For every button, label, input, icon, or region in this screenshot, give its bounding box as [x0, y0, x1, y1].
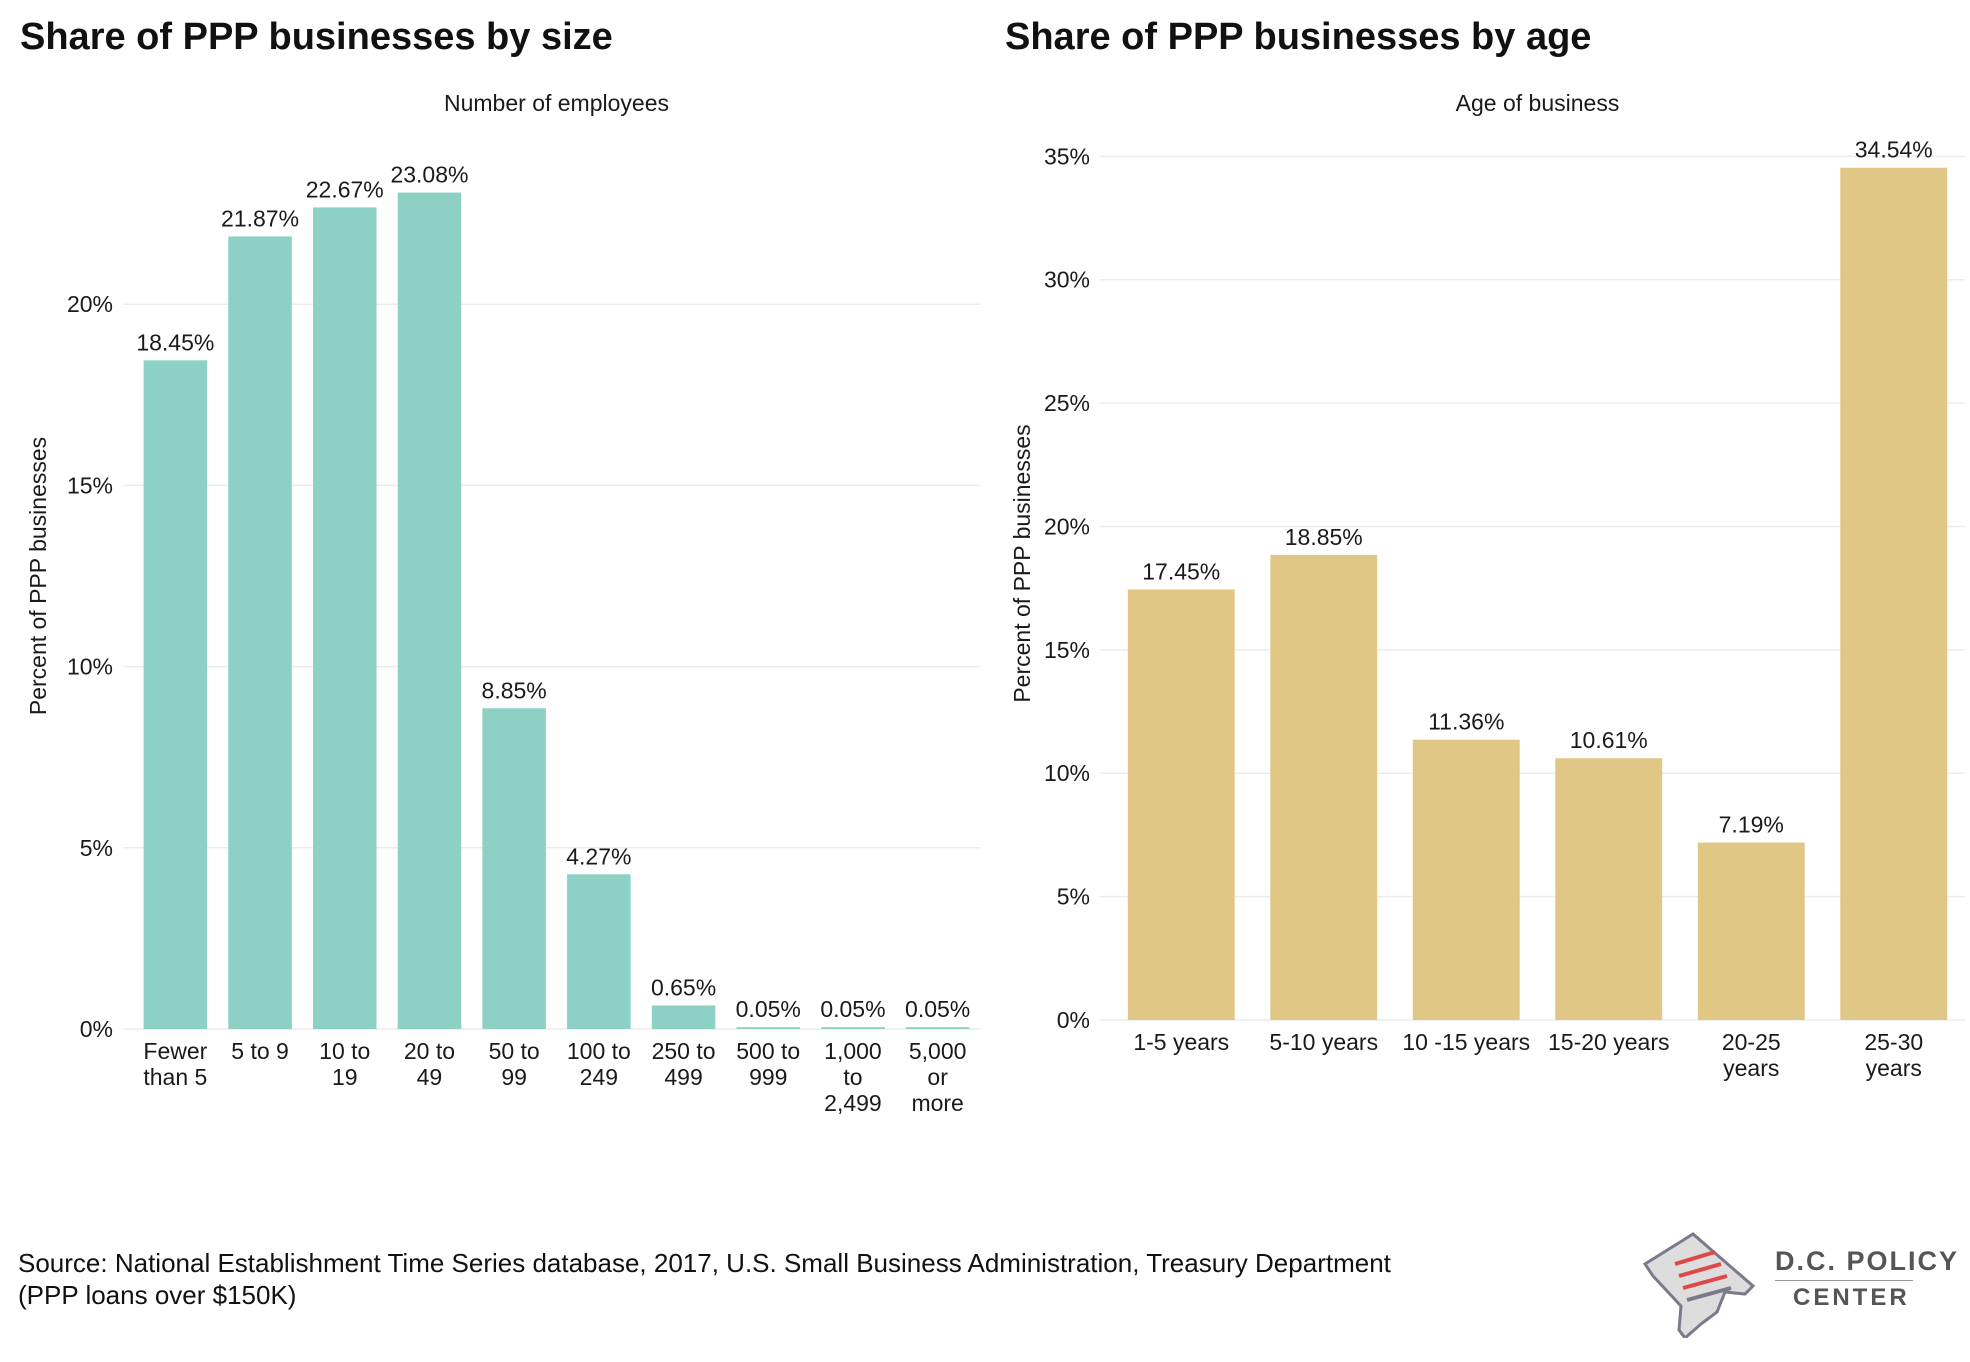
age-category-label: 1-5 years: [1133, 1029, 1229, 1055]
logo-rule: [1775, 1280, 1913, 1281]
size-value-label: 0.05%: [820, 996, 885, 1022]
size-category-label: 10 to: [319, 1038, 370, 1064]
age-category-label: 15-20 years: [1548, 1029, 1669, 1055]
size-category-label: 99: [501, 1064, 527, 1090]
size-category-label: 2,499: [824, 1090, 882, 1116]
chart-title-age: Share of PPP businesses by age: [1005, 16, 1592, 58]
size-category-label: 999: [749, 1064, 787, 1090]
size-category-label: than 5: [143, 1064, 207, 1090]
age-bar: [1270, 554, 1378, 1020]
age-value-label: 7.19%: [1719, 812, 1784, 838]
size-ytick-label: 20%: [67, 291, 113, 317]
size-ylabel: Percent of PPP businesses: [25, 437, 51, 715]
size-value-label: 18.45%: [136, 329, 214, 355]
age-category-label: 10 -15 years: [1402, 1029, 1530, 1055]
age-category-label: 20-25: [1722, 1029, 1781, 1055]
size-value-label: 0.65%: [651, 974, 716, 1000]
size-value-label: 21.87%: [221, 205, 299, 231]
size-bar: [736, 1027, 801, 1029]
size-category-label: Fewer: [143, 1038, 207, 1064]
logo-text-dc-policy: D.C. POLICY: [1775, 1246, 1960, 1276]
size-ytick-label: 0%: [80, 1016, 113, 1042]
size-value-label: 4.27%: [566, 843, 631, 869]
size-value-label: 8.85%: [482, 677, 547, 703]
size-bar: [821, 1027, 885, 1029]
age-ytick-label: 5%: [1057, 884, 1090, 910]
size-category-label: 20 to: [404, 1038, 455, 1064]
age-category-label: years: [1723, 1055, 1779, 1081]
age-ytick-label: 10%: [1044, 760, 1090, 786]
age-value-label: 17.45%: [1142, 558, 1220, 584]
size-bar: [312, 207, 377, 1029]
size-bar-chart: 0% 5% 10% 15% 20% Number of employees Percent …: [25, 90, 980, 1116]
age-ylabel: Percent of PPP businesses: [1009, 424, 1035, 702]
chart-title-size: Share of PPP businesses by size: [20, 16, 613, 58]
age-ytick-label: 35%: [1044, 143, 1090, 169]
size-bar: [397, 192, 462, 1029]
size-category-label: 19: [332, 1064, 358, 1090]
age-ytick-label: 25%: [1044, 390, 1090, 416]
size-bar: [482, 708, 546, 1029]
size-ytick-label: 5%: [80, 835, 113, 861]
source-line-2: (PPP loans over $150K): [18, 1280, 297, 1310]
age-bar: [1840, 167, 1948, 1021]
size-ytick-label: 10%: [67, 654, 113, 680]
size-category-label: 5 to 9: [231, 1038, 289, 1064]
age-category-label: 25-30: [1864, 1029, 1923, 1055]
age-ytick-label: 30%: [1044, 267, 1090, 293]
age-subtitle: Age of business: [1456, 90, 1620, 116]
age-bar: [1555, 758, 1663, 1020]
size-category-label: 5,000: [909, 1038, 967, 1064]
source-note: Source: National Establishment Time Seri…: [18, 1247, 1391, 1311]
size-category-label: 50 to: [489, 1038, 540, 1064]
size-category-label: 249: [580, 1064, 618, 1090]
size-value-label: 0.05%: [905, 996, 970, 1022]
size-category-label: more: [911, 1090, 963, 1116]
age-category-label: 5-10 years: [1269, 1029, 1378, 1055]
age-value-label: 10.61%: [1570, 727, 1648, 753]
age-value-label: 18.85%: [1285, 524, 1363, 550]
size-category-label: 499: [664, 1064, 702, 1090]
age-value-label: 34.54%: [1855, 137, 1933, 163]
size-category-label: 250 to: [652, 1038, 716, 1064]
size-bar: [905, 1027, 970, 1029]
dc-map-icon: [1642, 1232, 1756, 1341]
size-category-label: or: [927, 1064, 948, 1090]
size-category-label: 500 to: [736, 1038, 800, 1064]
age-ytick-label: 0%: [1057, 1007, 1090, 1033]
size-bar: [567, 874, 631, 1029]
age-bar: [1412, 739, 1520, 1020]
age-bar: [1127, 589, 1235, 1020]
size-bar: [651, 1005, 716, 1029]
size-ytick-label: 15%: [67, 472, 113, 498]
size-category-label: to: [843, 1064, 862, 1090]
age-bar: [1697, 842, 1805, 1020]
size-category-label: 100 to: [567, 1038, 631, 1064]
size-subtitle: Number of employees: [444, 90, 669, 116]
dc-policy-center-logo: D.C. POLICY CENTER: [1635, 1228, 1957, 1341]
size-bar: [228, 236, 292, 1029]
source-line-1: Source: National Establishment Time Seri…: [18, 1248, 1391, 1278]
age-ytick-label: 20%: [1044, 513, 1090, 539]
age-category-label: years: [1866, 1055, 1922, 1081]
size-value-label: 23.08%: [390, 162, 468, 188]
size-value-label: 0.05%: [736, 996, 801, 1022]
age-bar-chart: 0% 5% 10% 15% 20% 25% 30% 35% Age of business Per…: [1009, 90, 1965, 1081]
logo-text-center: CENTER: [1793, 1284, 1910, 1311]
size-bar: [143, 360, 208, 1029]
size-category-label: 1,000: [824, 1038, 882, 1064]
age-ytick-label: 15%: [1044, 637, 1090, 663]
size-value-label: 22.67%: [306, 176, 384, 202]
age-value-label: 11.36%: [1428, 709, 1504, 735]
size-category-label: 49: [417, 1064, 443, 1090]
